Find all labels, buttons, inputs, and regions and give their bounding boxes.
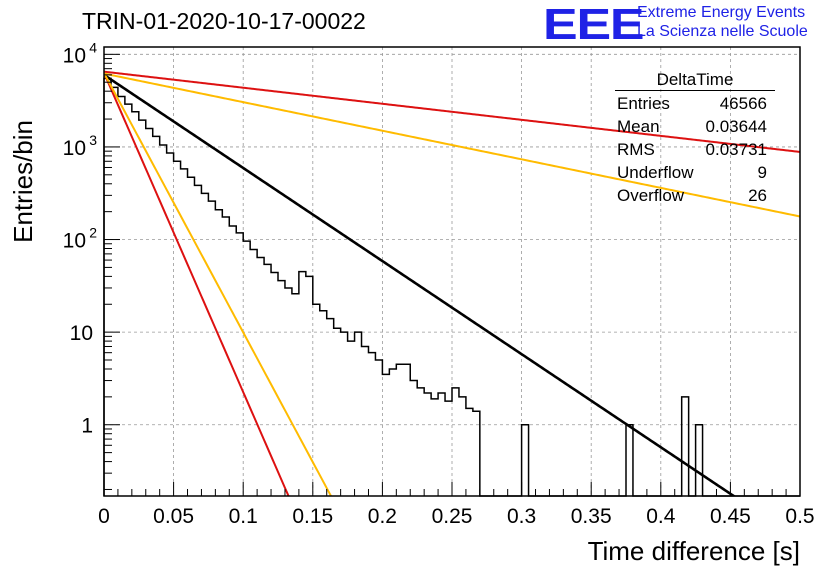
y-tick-exponent: 4 [89, 39, 97, 55]
eee-logo: EEE [543, 0, 645, 49]
stats-label: Entries [617, 94, 670, 113]
x-tick-labels: 0 0.05 0.1 0.15 0.2 0.25 0.3 0.35 0.4 0.45 0.5 [98, 505, 814, 528]
fit-curve [104, 72, 333, 496]
logo-tagline-1: Extreme Energy Events [637, 4, 806, 21]
grid [104, 47, 800, 496]
y-tick-label: 10 [63, 230, 86, 253]
stats-row-mean: Mean 0.03644 [611, 115, 775, 138]
stats-label: RMS [617, 140, 655, 159]
stats-value: 0.03644 [705, 117, 767, 136]
y-tick-exponent: 3 [89, 132, 97, 148]
stats-value: 9 [757, 163, 767, 182]
y-axis-label: Entries/bin [8, 120, 38, 243]
stats-value: 46566 [719, 94, 767, 113]
fit-curves [104, 70, 800, 496]
x-axis-label: Time difference [s] [588, 536, 800, 566]
y-tick-label: 1 [81, 415, 93, 438]
stats-label: Overflow [617, 186, 685, 205]
stats-value: 0.03731 [705, 140, 767, 159]
x-tick-label: 0.15 [292, 505, 333, 528]
x-tick-label: 0.35 [571, 505, 612, 528]
stats-row-rms: RMS 0.03731 [611, 138, 775, 161]
y-tick-label: 10 [63, 44, 86, 67]
stats-box: DeltaTime Entries 46566 Mean 0.03644 RMS 0.… [611, 70, 775, 207]
x-tick-label: 0.5 [785, 505, 814, 528]
y-tick-exponent: 2 [89, 225, 97, 241]
page-title: TRIN-01-2020-10-17-00022 [82, 8, 366, 34]
x-tick-label: 0.2 [368, 505, 397, 528]
y-tick-label: 10 [70, 322, 93, 345]
x-tick-label: 0 [98, 505, 110, 528]
x-tick-label: 0.45 [710, 505, 751, 528]
x-tick-label: 0.1 [229, 505, 258, 528]
fit-curve [104, 70, 800, 153]
stats-label: Mean [617, 117, 660, 136]
x-tick-label: 0.05 [153, 505, 194, 528]
stats-row-entries: Entries 46566 [611, 92, 775, 115]
y-tick-label: 10 [63, 137, 86, 160]
fit-curve [104, 72, 290, 496]
stats-label: Underflow [617, 163, 694, 182]
fit-curve [104, 73, 737, 496]
x-tick-label: 0.25 [432, 505, 473, 528]
stats-row-underflow: Underflow 9 [611, 161, 775, 184]
axis-ticks [103, 53, 801, 496]
logo-tagline-2: La Scienza nelle Scuole [637, 23, 808, 40]
x-tick-label: 0.3 [507, 505, 536, 528]
stats-value: 26 [748, 186, 767, 205]
stats-title: DeltaTime [615, 70, 775, 91]
x-tick-label: 0.4 [646, 505, 676, 528]
fit-curve [104, 72, 800, 218]
stats-row-overflow: Overflow 26 [611, 184, 775, 207]
